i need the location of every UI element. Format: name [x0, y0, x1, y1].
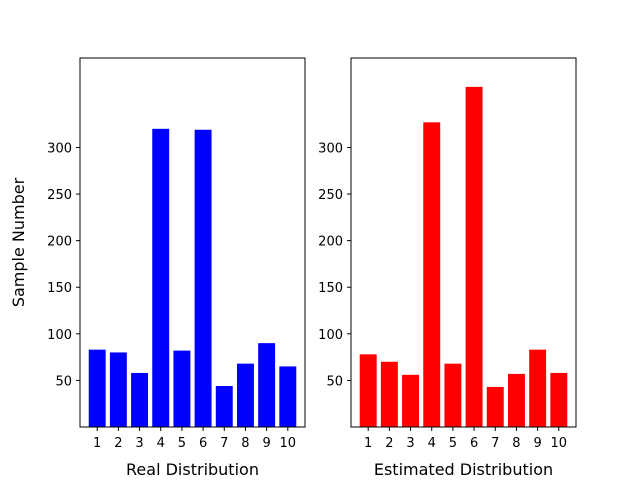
- real-x-tick-label-7: 7: [220, 436, 228, 451]
- real-x-tick-label-3: 3: [135, 436, 143, 451]
- real-y-tick-label-200: 200: [47, 235, 72, 250]
- real-bar-8: [236, 363, 254, 427]
- real-bar-10: [279, 366, 297, 427]
- real-y-tick-label-300: 300: [47, 141, 72, 156]
- estimated-distribution-panel: 1 2 3 4 5 6 7 8 9 10 50 100 150 200 250 300 Estimated Di…: [318, 57, 577, 479]
- estimated-bar-8: [507, 373, 525, 427]
- real-x-tick-label-10: 10: [280, 436, 297, 451]
- real-x-tick-label-5: 5: [178, 436, 186, 451]
- estimated-x-tick-label-4: 4: [428, 436, 436, 451]
- estimated-bar-7: [486, 386, 504, 427]
- estimated-x-tick-label-7: 7: [491, 436, 499, 451]
- real-y-tick-label-150: 150: [47, 281, 72, 296]
- real-x-tick-label-2: 2: [114, 436, 122, 451]
- estimated-bar-3: [402, 374, 420, 427]
- estimated-bar-10: [550, 372, 568, 427]
- estimated-bar-1: [359, 354, 377, 427]
- real-bar-5: [173, 350, 191, 427]
- estimated-x-tick-label-2: 2: [385, 436, 393, 451]
- estimated-x-tick-label-9: 9: [533, 436, 541, 451]
- real-distribution-panel: 1 2 3 4 5 6 7 8 9 10 50 100 150 200 250 300 Real Distrib…: [9, 57, 306, 479]
- real-bar-7: [215, 386, 233, 427]
- real-bar-3: [131, 372, 149, 427]
- estimated-y-tick-label-150: 150: [318, 281, 343, 296]
- estimated-bar-6: [465, 86, 483, 427]
- estimated-y-tick-label-250: 250: [318, 188, 343, 203]
- real-bar-9: [258, 343, 276, 427]
- estimated-x-tick-label-5: 5: [449, 436, 457, 451]
- estimated-x-tick-label-8: 8: [512, 436, 520, 451]
- real-x-tick-label-1: 1: [93, 436, 101, 451]
- real-y-axis-label: Sample Number: [9, 177, 28, 307]
- real-y-tick-label-250: 250: [47, 188, 72, 203]
- real-x-tick-label-4: 4: [157, 436, 165, 451]
- estimated-x-tick-label-6: 6: [470, 436, 478, 451]
- estimated-y-tick-label-200: 200: [318, 235, 343, 250]
- estimated-bar-9: [529, 349, 547, 427]
- estimated-x-tick-label-1: 1: [364, 436, 372, 451]
- real-x-tick-label-9: 9: [262, 436, 270, 451]
- estimated-bar-2: [380, 361, 398, 427]
- real-bar-2: [109, 352, 127, 427]
- real-plot-frame: [79, 57, 306, 428]
- estimated-y-tick-label-100: 100: [318, 328, 343, 343]
- estimated-y-tick-label-300: 300: [318, 141, 343, 156]
- estimated-bar-5: [444, 363, 462, 427]
- estimated-x-tick-label-3: 3: [406, 436, 414, 451]
- real-y-tick-label-100: 100: [47, 328, 72, 343]
- real-x-tick-label-6: 6: [199, 436, 207, 451]
- real-x-tick-label-8: 8: [241, 436, 249, 451]
- real-bar-6: [194, 129, 212, 427]
- estimated-x-tick-label-10: 10: [551, 436, 568, 451]
- real-bar-1: [88, 349, 106, 427]
- estimated-y-tick-label-50: 50: [326, 374, 343, 389]
- real-x-axis-label: Real Distribution: [126, 460, 259, 479]
- estimated-x-axis-label: Estimated Distribution: [374, 460, 553, 479]
- real-bar-4: [152, 128, 170, 427]
- estimated-plot-frame: [350, 57, 577, 428]
- real-y-tick-label-50: 50: [55, 374, 72, 389]
- estimated-bar-4: [423, 122, 441, 428]
